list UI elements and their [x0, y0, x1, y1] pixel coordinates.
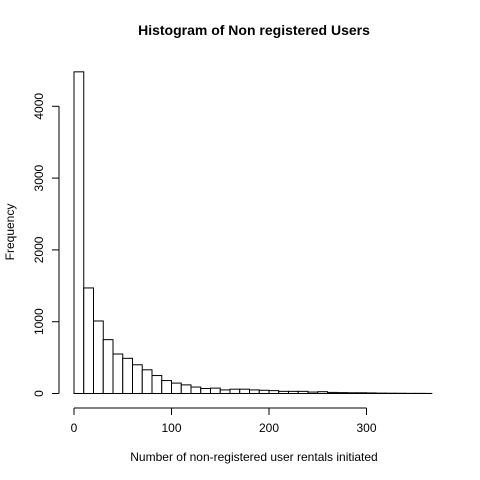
x-tick-label: 100: [161, 421, 181, 435]
histogram-bar: [200, 387, 211, 395]
y-tick-label: 3000: [32, 164, 46, 191]
x-tick-label: 0: [71, 421, 78, 435]
histogram-bar: [102, 339, 114, 394]
histogram-bar: [327, 391, 338, 395]
y-tick-label: 4000: [32, 93, 46, 120]
histogram-bar: [73, 71, 85, 394]
histogram-bar: [161, 380, 172, 394]
y-axis: 0 1000 2000 3000 4000: [32, 93, 60, 397]
histogram-bar: [171, 382, 182, 394]
histogram-bar: [190, 386, 202, 395]
histogram-bar: [278, 390, 289, 395]
histogram-bar: [219, 389, 231, 395]
histogram-bar: [141, 369, 153, 394]
histogram-bar: [210, 387, 221, 394]
histogram-bar: [336, 392, 348, 395]
histogram-bar: [112, 353, 124, 395]
histogram-bar: [132, 364, 143, 394]
x-axis: 0 100 200 300: [71, 407, 377, 435]
histogram-bar: [180, 384, 192, 395]
y-tick-label: 0: [32, 390, 46, 397]
y-tick-label: 2000: [32, 236, 46, 263]
histogram-bar: [258, 389, 270, 394]
histogram-bar: [93, 320, 104, 395]
y-axis-label: Frequency: [3, 204, 17, 261]
chart-title: Histogram of Non registered Users: [138, 22, 370, 38]
y-tick-label: 1000: [32, 308, 46, 335]
histogram-bar: [249, 389, 260, 395]
x-axis-label: Number of non-registered user rentals in…: [130, 450, 377, 464]
histogram-bar: [307, 391, 319, 394]
histogram-bar: [288, 390, 299, 395]
histogram-bar: [317, 391, 328, 395]
x-tick-label: 200: [259, 421, 279, 435]
histogram-bars: [73, 71, 433, 395]
histogram-bar: [346, 392, 358, 394]
histogram-bar: [239, 388, 250, 395]
histogram-bar: [151, 375, 163, 394]
histogram-bar: [297, 390, 309, 395]
histogram-bar: [83, 287, 94, 395]
histogram-bar: [356, 392, 367, 394]
histogram-bar: [229, 388, 241, 395]
x-tick-label: 300: [356, 421, 376, 435]
histogram-bar: [268, 390, 280, 395]
histogram-bar: [122, 357, 133, 395]
histogram-bar: [366, 392, 377, 394]
